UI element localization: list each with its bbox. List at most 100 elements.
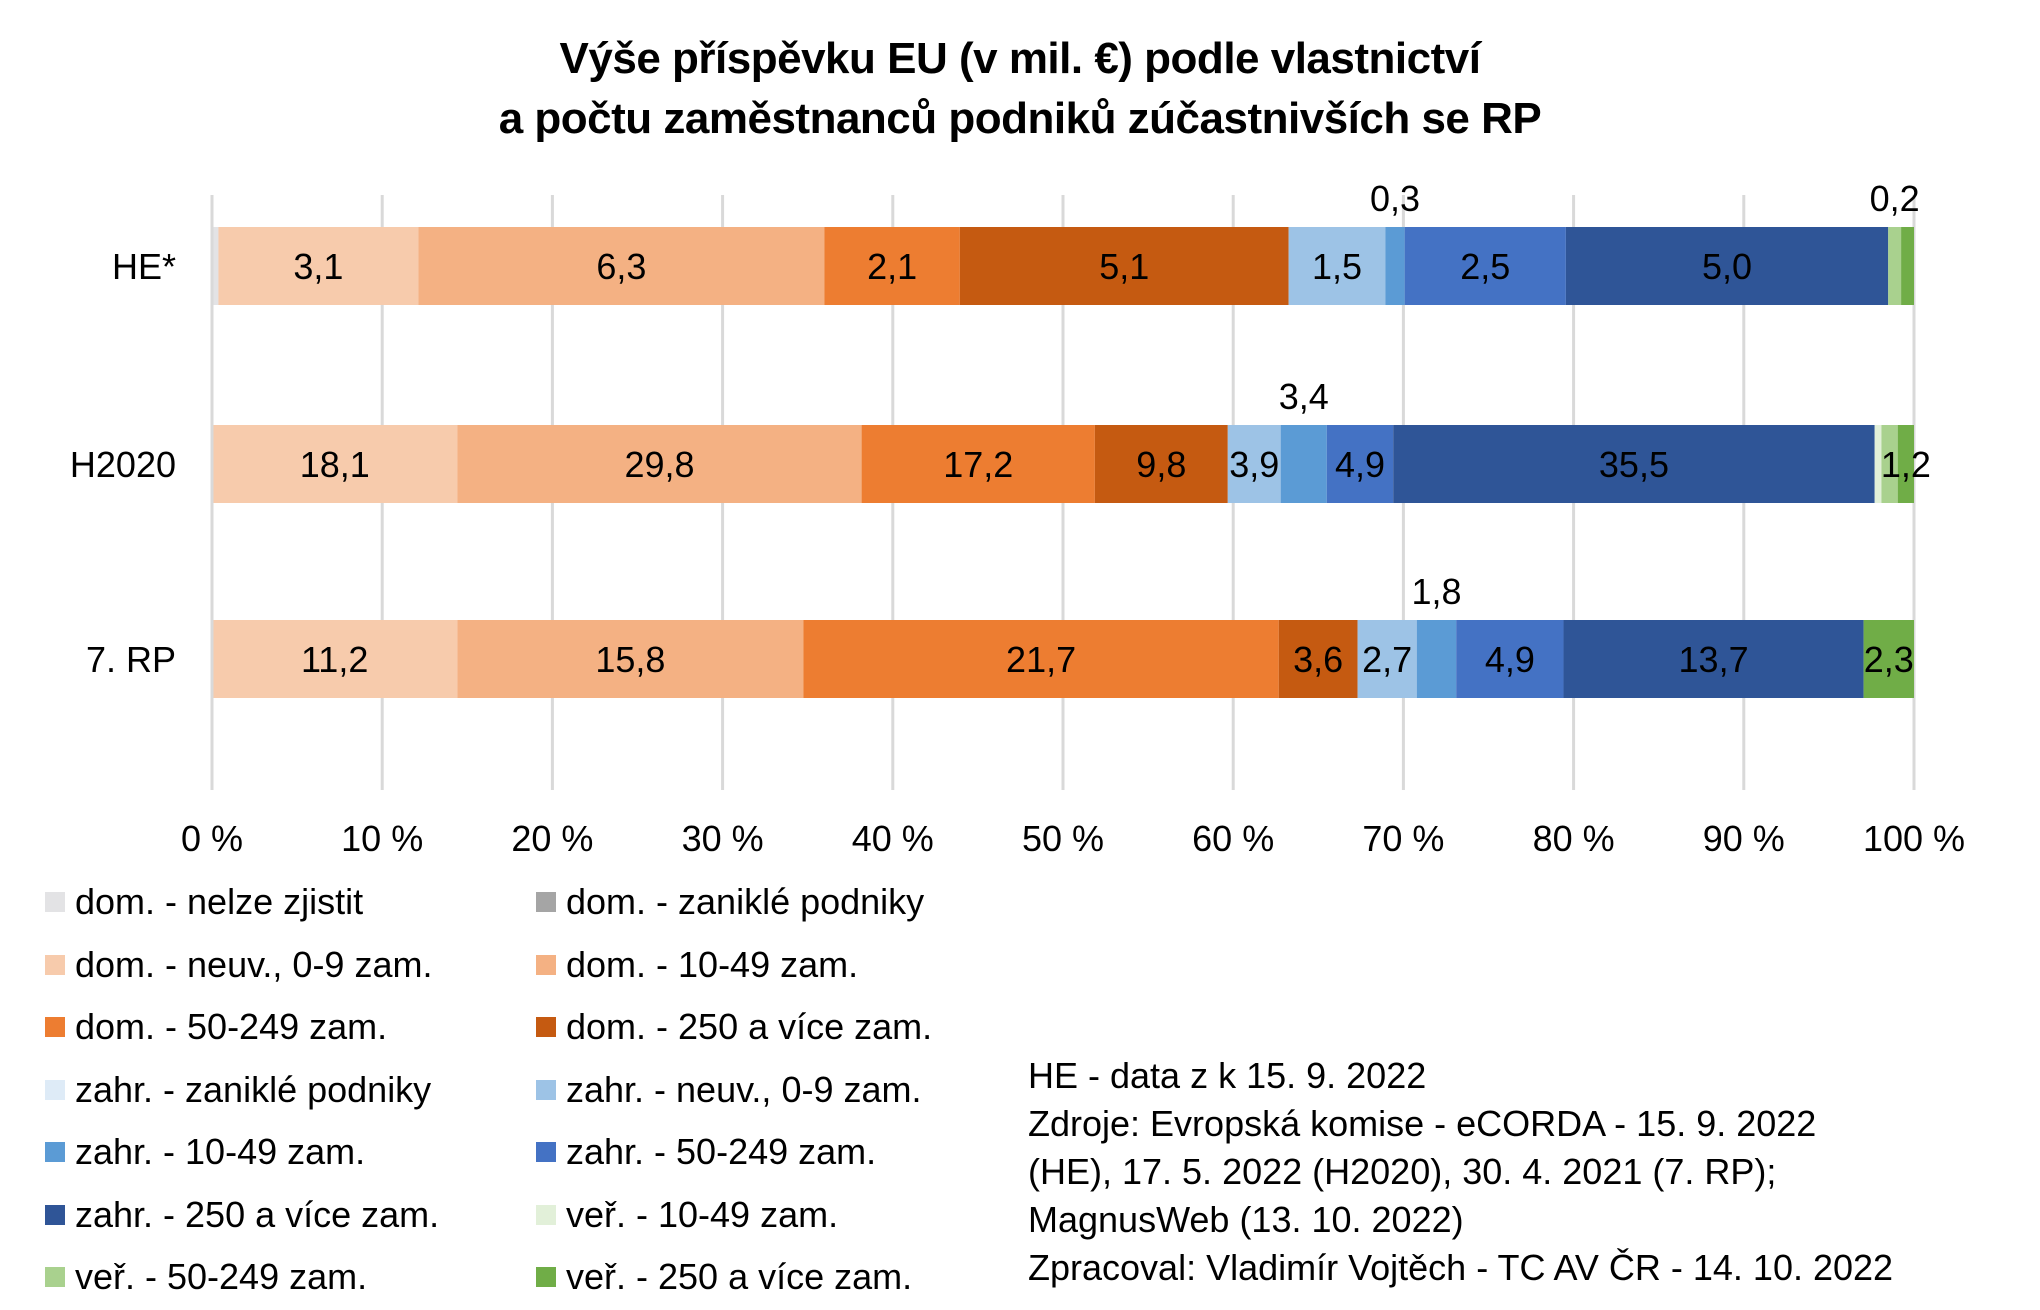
x-tick-label: 10 % — [341, 818, 423, 859]
legend-label: veř. - 250 a více zam. — [566, 1256, 913, 1297]
bar-segment — [1227, 425, 1281, 503]
source-notes: HE - data z k 15. 9. 2022 Zdroje: Evrops… — [1028, 1052, 1893, 1292]
data-label: 3,4 — [1279, 376, 1329, 417]
bar-segment — [1278, 620, 1358, 698]
bar-segment — [418, 227, 825, 305]
legend-item: dom. - neuv., 0-9 zam. — [45, 943, 432, 987]
bar-segment — [1901, 227, 1914, 305]
legend-label: dom. - 250 a více zam. — [566, 1006, 933, 1047]
data-label: 29,8 — [624, 444, 694, 485]
data-label: 13,7 — [1679, 639, 1749, 680]
x-tick-label: 80 % — [1533, 818, 1615, 859]
legend-label: dom. - neuv., 0-9 zam. — [75, 943, 433, 985]
data-label: 9,8 — [1136, 444, 1186, 485]
x-tick-label: 20 % — [511, 818, 593, 859]
data-label: 35,5 — [1599, 444, 1669, 485]
data-label: 21,7 — [1006, 639, 1076, 680]
data-label: 4,9 — [1485, 639, 1535, 680]
legend-item: veř. - 50-249 zam. — [45, 1255, 367, 1299]
bar-segment — [1456, 620, 1564, 698]
category-label: H2020 — [70, 444, 176, 485]
note-line: Zdroje: Evropská komise - eCORDA - 15. 9… — [1028, 1103, 1817, 1144]
x-tick-label: 90 % — [1703, 818, 1785, 859]
category-label: 7. RP — [86, 639, 176, 680]
data-label: 5,1 — [1099, 246, 1149, 287]
legend-item: zahr. - zaniklé podniky — [45, 1068, 431, 1112]
legend-item: dom. - zaniklé podniky — [536, 880, 924, 924]
bar-segment — [1393, 425, 1875, 503]
legend-marker — [45, 1204, 65, 1225]
data-label: 1,8 — [1411, 571, 1461, 612]
legend-marker — [45, 1267, 65, 1287]
legend-item: dom. - 50-249 zam. — [45, 1005, 387, 1049]
bar-segment — [861, 425, 1095, 503]
bar-segment — [1385, 227, 1405, 305]
legend-label: zahr. - zaniklé podniky — [75, 1068, 432, 1110]
legend-label: dom. - 10-49 zam. — [566, 943, 859, 985]
bar-segment — [1404, 227, 1566, 305]
bar-segment — [1881, 425, 1898, 503]
x-tick-label: 100 % — [1863, 818, 1965, 859]
legend-marker — [45, 1079, 65, 1100]
bar-segment — [1326, 425, 1394, 503]
legend-item: dom. - 10-49 zam. — [536, 943, 858, 987]
bar-segment — [1863, 620, 1914, 698]
legend-marker — [45, 954, 65, 975]
legend-marker — [536, 1079, 556, 1100]
data-label: 5,0 — [1702, 246, 1752, 287]
legend-item: dom. - nelze zjistit — [45, 880, 363, 924]
legend-item: zahr. - 50-249 zam. — [536, 1130, 876, 1174]
bar-segment — [1280, 425, 1327, 503]
bar-segment — [1563, 620, 1864, 698]
legend-item: zahr. - 10-49 zam. — [45, 1130, 365, 1174]
bar-segment — [1874, 425, 1882, 503]
bar-segment — [1416, 620, 1457, 698]
legend-marker — [536, 1204, 556, 1225]
bar-segment — [218, 227, 419, 305]
bar-segment — [1357, 620, 1417, 698]
legend-item: zahr. - 250 a více zam. — [45, 1193, 439, 1237]
data-label: 1,2 — [1881, 444, 1931, 485]
legend-marker — [45, 892, 65, 912]
data-label: 3,6 — [1293, 639, 1343, 680]
legend-label: dom. - 50-249 zam. — [75, 1006, 388, 1047]
legend-marker — [45, 1142, 65, 1162]
bar-segment — [212, 425, 458, 503]
note-line: MagnusWeb (13. 10. 2022) — [1028, 1199, 1464, 1240]
data-label: 6,3 — [596, 246, 646, 287]
legend-marker — [536, 954, 556, 975]
data-label: 4,9 — [1335, 444, 1385, 485]
data-label: 17,2 — [943, 444, 1013, 485]
bar-segment — [457, 425, 862, 503]
data-label: 0,2 — [1870, 178, 1920, 219]
data-label: 2,1 — [867, 246, 917, 287]
bar-segment — [212, 227, 219, 305]
chart-title-line-1: Výše příspěvku EU (v mil. €) podle vlast… — [559, 34, 1481, 83]
legend-marker — [536, 892, 556, 912]
note-line: Zpracoval: Vladimír Vojtěch - TC AV ČR -… — [1028, 1247, 1894, 1288]
bar-segment — [457, 620, 804, 698]
data-label: 11,2 — [301, 639, 368, 680]
note-line: HE - data z k 15. 9. 2022 — [1028, 1055, 1427, 1096]
data-label: 0,3 — [1370, 178, 1420, 219]
data-label: 2,7 — [1362, 639, 1412, 680]
data-label: 3,1 — [293, 246, 343, 287]
x-tick-label: 0 % — [181, 818, 243, 859]
bar-segment — [212, 620, 458, 698]
x-tick-label: 30 % — [682, 818, 764, 859]
bar-segment — [959, 227, 1289, 305]
bar-segment — [824, 227, 960, 305]
bar-segment — [1888, 227, 1902, 305]
legend-label: dom. - nelze zjistit — [75, 881, 364, 922]
legend-label: zahr. - 50-249 zam. — [566, 1131, 877, 1172]
legend-marker — [536, 1017, 556, 1037]
bar-segment — [1288, 227, 1386, 305]
data-label: 15,8 — [595, 639, 665, 680]
chart-plot: 0 % 10 % 20 % 30 % 40 % 50 % 60 % 70 % 80 % 90 % 1… — [70, 178, 1965, 859]
x-tick-label: 40 % — [852, 818, 934, 859]
chart-title-line-2: a počtu zaměstnanců podniků zúčastnivšíc… — [498, 94, 1542, 143]
bar-segment — [1897, 425, 1914, 503]
x-tick-label: 70 % — [1362, 818, 1444, 859]
data-label: 1,5 — [1312, 246, 1362, 287]
legend-label: veř. - 10-49 zam. — [566, 1193, 839, 1235]
